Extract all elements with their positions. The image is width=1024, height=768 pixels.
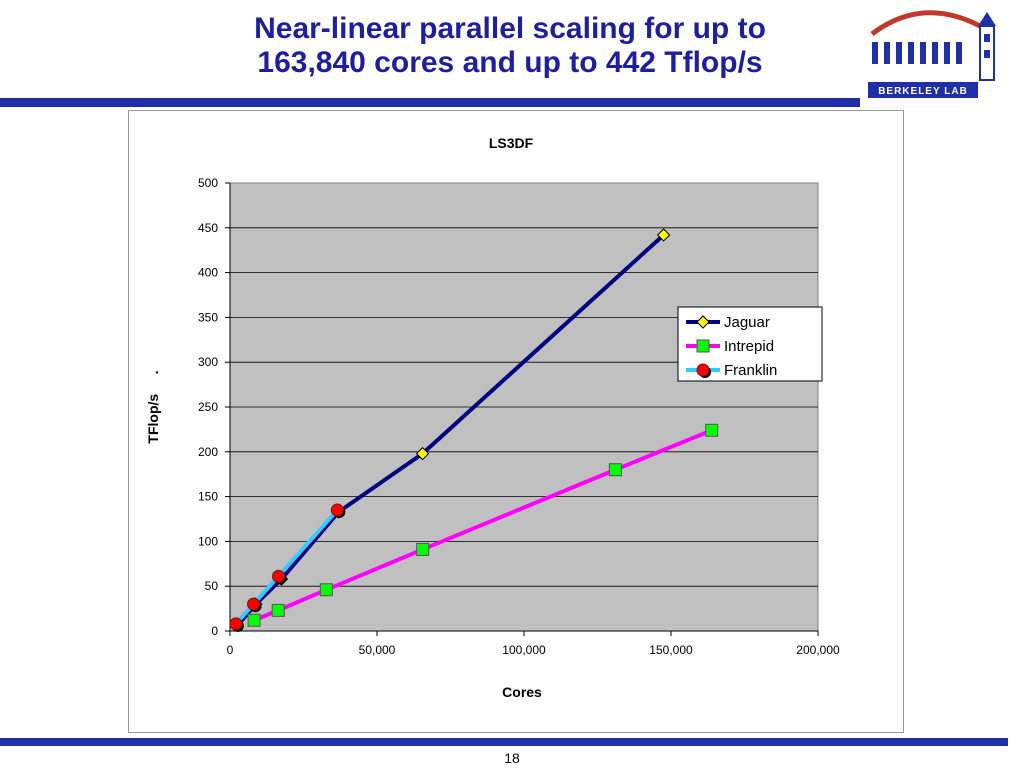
y-tick-label: 200 [198, 445, 218, 459]
y-tick-label: 400 [198, 266, 218, 280]
data-point-intrepid [608, 463, 622, 477]
berkeley-lab-logo: BERKELEY LAB [868, 10, 996, 98]
data-point-jaguar [415, 446, 430, 461]
y-tick-label: 0 [211, 624, 218, 638]
legend-label-jaguar: Jaguar [724, 314, 770, 331]
scaling-chart: 0 50 100 150 200 250 300 350 400 450 500 0 50,000 100… [145, 135, 840, 700]
y-tick-label: 350 [198, 310, 218, 324]
bottom-divider [0, 738, 1008, 746]
y-axis-label: TFlop/s . [145, 370, 161, 443]
data-point-franklin [272, 569, 286, 583]
data-point-intrepid [247, 613, 261, 627]
page-number: 18 [504, 750, 520, 766]
legend-label-intrepid: Intrepid [724, 338, 774, 355]
legend-marker-franklin [696, 363, 710, 377]
axes: 0 50 100 150 200 250 300 350 400 450 500 0 50,000 100… [198, 176, 840, 657]
data-point-intrepid [705, 423, 719, 437]
data-point-franklin [330, 503, 344, 517]
x-tick-label: 50,000 [359, 643, 396, 657]
legend-label-franklin: Franklin [724, 362, 777, 379]
y-tick-label: 250 [198, 400, 218, 414]
slide-title-line-2: 163,840 cores and up to 442 Tflop/s [257, 46, 763, 79]
slide-title: Near-linear parallel scaling for up to 1… [150, 12, 870, 80]
y-tick-label: 500 [198, 176, 218, 190]
y-tick-label: 100 [198, 534, 218, 548]
logo-banner [868, 82, 978, 98]
data-point-jaguar [656, 228, 671, 242]
y-tick-label: 150 [198, 490, 218, 504]
top-divider [0, 98, 860, 107]
legend-marker-intrepid [696, 339, 710, 353]
chart-title: LS3DF [489, 135, 534, 151]
series-intrepid [247, 423, 719, 627]
data-point-intrepid [416, 542, 430, 556]
series-franklin [229, 503, 346, 632]
x-tick-label: 200,000 [796, 643, 840, 657]
y-tick-label: 450 [198, 221, 218, 235]
data-point-franklin [247, 597, 261, 611]
logo-tower-icon [978, 12, 996, 81]
series-layer [229, 228, 719, 633]
x-tick-label: 150,000 [649, 643, 693, 657]
slide-title-line-1: Near-linear parallel scaling for up to [254, 12, 766, 45]
logo-arch-icon [870, 10, 982, 36]
logo-text: BERKELEY LAB [878, 86, 968, 97]
logo-columns-icon [872, 42, 962, 64]
x-tick-label: 100,000 [502, 643, 546, 657]
data-point-intrepid [319, 583, 333, 597]
data-point-intrepid [271, 603, 285, 617]
legend-marker-jaguar [696, 315, 710, 329]
y-tick-label: 50 [205, 579, 219, 593]
legend: Jaguar Intrepid Franklin [677, 306, 823, 382]
data-point-franklin [229, 617, 243, 631]
series-line-franklin [234, 508, 339, 626]
x-tick-label: 0 [227, 643, 234, 657]
y-tick-label: 300 [198, 355, 218, 369]
x-axis-label: Cores [502, 684, 542, 700]
